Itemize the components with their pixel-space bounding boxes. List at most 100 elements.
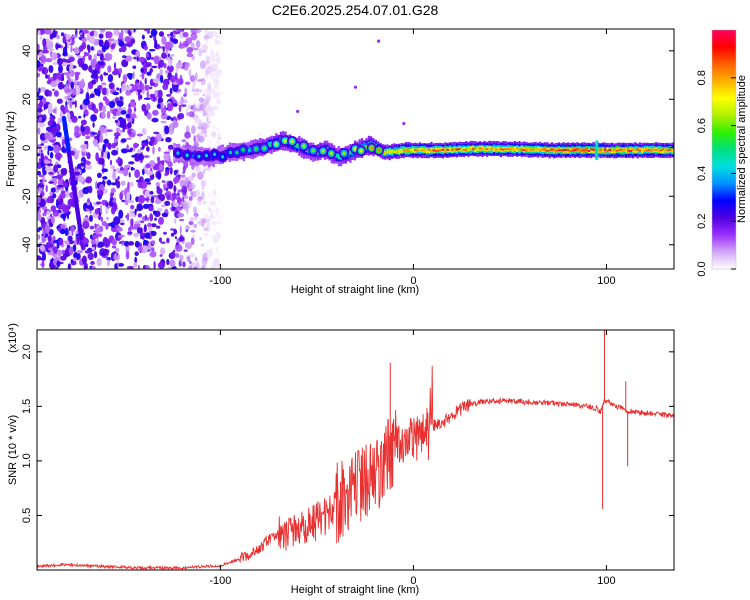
- ridge-cell: [460, 148, 463, 151]
- noise-blob: [44, 29, 52, 35]
- noise-blob: [202, 109, 208, 117]
- noise-blob: [144, 178, 151, 183]
- ridge-cell: [622, 149, 625, 152]
- ridge-cell: [488, 148, 491, 151]
- noise-blob: [125, 245, 130, 254]
- ridge-cell: [553, 149, 556, 152]
- ridge-cell: [659, 149, 662, 152]
- noise-blob: [112, 116, 117, 119]
- ridge-cell: [587, 149, 591, 152]
- noise-blob: [40, 143, 44, 146]
- noise-blob: [134, 208, 137, 216]
- streak-segment: [79, 234, 84, 241]
- noise-blob: [64, 227, 69, 237]
- noise-blob: [128, 103, 132, 109]
- noise-blob: [75, 73, 79, 81]
- noise-blob: [118, 32, 122, 41]
- ridge-cell: [444, 148, 447, 151]
- noise-blob: [52, 235, 56, 241]
- noise-blob: [203, 123, 210, 129]
- noise-blob: [47, 195, 54, 203]
- isolated-speck: [295, 109, 300, 114]
- noise-blob: [129, 100, 136, 108]
- noise-blob: [84, 250, 90, 254]
- noise-blob: [67, 211, 69, 220]
- noise-blob: [211, 221, 218, 226]
- noise-blob: [177, 112, 185, 120]
- noise-blob: [192, 234, 195, 237]
- ridge-cell: [458, 148, 461, 151]
- noise-blob: [215, 98, 221, 106]
- noise-blob: [88, 34, 95, 44]
- noise-blob: [46, 163, 54, 167]
- noise-blob: [60, 136, 66, 140]
- noise-blob: [163, 153, 169, 161]
- noise-blob: [106, 31, 113, 39]
- ridge-cell: [669, 149, 672, 151]
- noise-blob: [98, 33, 104, 39]
- noise-blob: [47, 128, 52, 133]
- noise-blob: [172, 193, 176, 201]
- noise-blob: [108, 200, 114, 207]
- noise-blob: [158, 147, 161, 152]
- ridge-cell: [569, 149, 572, 152]
- ridge-blob: [176, 151, 180, 155]
- ridge-cell: [631, 149, 635, 151]
- ridge-cell: [636, 148, 639, 151]
- ridge-cell: [592, 148, 595, 154]
- noise-blob: [117, 261, 119, 269]
- ridge-cell: [504, 148, 507, 150]
- ridge-cell: [409, 148, 412, 151]
- ridge-cell: [316, 151, 320, 154]
- noise-blob: [182, 196, 185, 203]
- noise-blob: [113, 29, 120, 36]
- noise-blob: [138, 92, 141, 101]
- noise-blob: [105, 206, 109, 215]
- noise-blob: [137, 213, 143, 218]
- noise-blob: [52, 246, 58, 254]
- noise-blob: [106, 111, 111, 119]
- ridge-cell: [425, 148, 428, 151]
- noise-blob: [189, 182, 196, 190]
- noise-blob: [99, 148, 103, 152]
- noise-blob: [175, 253, 180, 258]
- noise-blob: [103, 238, 111, 248]
- noise-blob: [90, 46, 94, 51]
- noise-blob: [182, 202, 189, 211]
- noise-blob: [81, 36, 87, 43]
- noise-blob: [42, 252, 46, 261]
- noise-blob: [134, 256, 138, 264]
- noise-blob: [99, 68, 102, 75]
- ridge-cell: [530, 148, 533, 151]
- noise-blob: [146, 216, 149, 222]
- ridge-cell: [502, 148, 505, 151]
- noise-blob: [47, 235, 52, 243]
- noise-blob: [81, 63, 89, 71]
- noise-blob: [44, 66, 48, 76]
- noise-blob: [206, 116, 209, 123]
- noise-blob: [103, 138, 109, 144]
- noise-blob: [167, 102, 174, 112]
- noise-blob: [45, 166, 53, 173]
- ridge-cell: [543, 148, 547, 151]
- noise-blob: [133, 29, 136, 33]
- noise-blob: [130, 38, 136, 45]
- noise-blob: [60, 168, 68, 176]
- ridge-cell: [627, 149, 630, 152]
- noise-blob: [216, 128, 220, 132]
- noise-blob: [173, 228, 177, 235]
- noise-blob: [96, 257, 102, 267]
- ridge-cell: [455, 148, 458, 151]
- noise-blob: [95, 181, 98, 190]
- noise-blob: [111, 149, 118, 156]
- noise-blob: [176, 61, 183, 69]
- noise-blob: [166, 94, 172, 97]
- noise-blob: [206, 201, 211, 207]
- noise-blob: [147, 135, 151, 140]
- noise-blob: [161, 204, 166, 208]
- noise-blob: [98, 157, 105, 165]
- colorbar-label: Normalized spectral amplitude: [736, 75, 748, 223]
- ridge-cell: [548, 149, 551, 152]
- noise-blob: [120, 148, 129, 154]
